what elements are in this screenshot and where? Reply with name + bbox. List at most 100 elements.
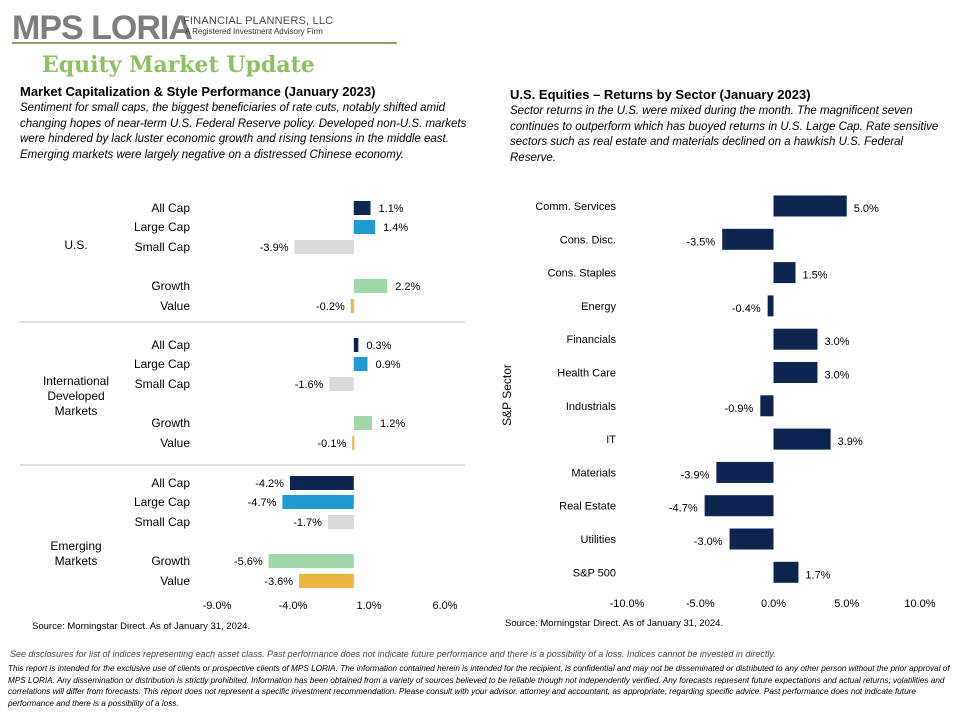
category-label: Cons. Disc. bbox=[560, 234, 616, 246]
category-label: Health Care bbox=[557, 368, 616, 380]
bar bbox=[299, 574, 354, 588]
data-label: 1.1% bbox=[379, 203, 404, 215]
logo-tagline: FINANCIAL PLANNERS, LLC bbox=[183, 15, 334, 27]
category-label: Financials bbox=[566, 334, 616, 346]
group-label: Markets bbox=[55, 404, 98, 418]
bar bbox=[327, 515, 354, 529]
bar bbox=[329, 377, 354, 391]
data-label: 5.0% bbox=[854, 203, 879, 215]
bar bbox=[722, 228, 774, 250]
data-label: 3.0% bbox=[824, 336, 849, 348]
data-label: 0.9% bbox=[375, 359, 400, 371]
x-tick-label: -4.0% bbox=[279, 600, 308, 612]
data-label: -4.7% bbox=[669, 503, 698, 515]
bar bbox=[353, 338, 359, 352]
data-label: -3.9% bbox=[681, 469, 710, 481]
category-label: Small Cap bbox=[135, 240, 191, 254]
group-label: Developed bbox=[47, 389, 104, 403]
data-label: -0.1% bbox=[318, 438, 347, 450]
left-chart-source: Source: Morningstar Direct. As of Januar… bbox=[32, 621, 251, 632]
category-label: S&P 500 bbox=[573, 567, 616, 579]
bar bbox=[729, 528, 774, 550]
group-label: Emerging bbox=[50, 539, 101, 553]
category-label: Comm. Services bbox=[535, 201, 616, 213]
y-axis-title: S&P Sector bbox=[500, 364, 514, 426]
category-label: Cons. Staples bbox=[548, 268, 617, 280]
data-label: 3.9% bbox=[838, 436, 863, 448]
bar bbox=[716, 461, 774, 483]
bar bbox=[282, 495, 354, 509]
right-chart-description: Sector returns in the U.S. were mixed du… bbox=[510, 105, 939, 164]
bar bbox=[773, 328, 818, 350]
category-label: Value bbox=[160, 299, 190, 313]
logo-subtagline: A Registered Investment Advisory Firm bbox=[185, 27, 323, 36]
category-label: Growth bbox=[151, 416, 190, 430]
category-label: All Cap bbox=[151, 201, 190, 215]
data-label: 1.5% bbox=[802, 270, 827, 282]
data-label: -1.6% bbox=[295, 379, 324, 391]
bar bbox=[294, 240, 354, 254]
data-label: -4.7% bbox=[248, 497, 277, 509]
disclosure-note: See disclosures for list of indices repr… bbox=[10, 649, 776, 659]
bar bbox=[352, 436, 355, 450]
bar bbox=[353, 220, 376, 234]
data-label: -4.2% bbox=[255, 478, 284, 490]
bar bbox=[289, 476, 354, 490]
left-chart-title: Market Capitalization & Style Performanc… bbox=[20, 84, 376, 99]
x-tick-label: 10.0% bbox=[904, 598, 935, 610]
left-chart-description: Sentiment for small caps, the biggest be… bbox=[20, 102, 467, 161]
bar bbox=[353, 416, 373, 430]
data-label: 0.3% bbox=[366, 340, 391, 352]
legal-disclaimer: This report is intended for the exclusiv… bbox=[8, 664, 950, 708]
sector-returns-chart: S&P Sector Comm. Services 5.0% Cons. Disc. -… bbox=[500, 195, 936, 610]
group-label: U.S. bbox=[64, 238, 87, 252]
category-label: Utilities bbox=[581, 534, 617, 546]
data-label: -3.0% bbox=[694, 536, 723, 548]
data-label: 1.4% bbox=[383, 222, 408, 234]
group-label: International bbox=[43, 374, 109, 388]
group-label: Markets bbox=[55, 554, 98, 568]
data-label: -0.4% bbox=[732, 303, 761, 315]
category-label: Large Cap bbox=[134, 220, 190, 234]
data-label: -3.6% bbox=[264, 576, 293, 588]
x-tick-label: 6.0% bbox=[432, 600, 457, 612]
bar bbox=[773, 561, 799, 583]
category-label: Value bbox=[160, 574, 190, 588]
bar bbox=[767, 295, 774, 317]
right-chart-title: U.S. Equities – Returns by Sector (Janua… bbox=[510, 87, 811, 102]
x-tick-label: -10.0% bbox=[610, 598, 645, 610]
x-tick-label: -5.0% bbox=[686, 598, 715, 610]
category-label: Small Cap bbox=[135, 377, 191, 391]
data-label: 3.0% bbox=[824, 370, 849, 382]
bar bbox=[353, 279, 388, 293]
category-label: Value bbox=[160, 436, 190, 450]
category-label: Large Cap bbox=[134, 357, 190, 371]
x-tick-label: -9.0% bbox=[203, 600, 232, 612]
category-label: Large Cap bbox=[134, 495, 190, 509]
category-label: Materials bbox=[571, 467, 616, 479]
data-label: -3.9% bbox=[260, 242, 289, 254]
data-label: 1.2% bbox=[380, 418, 405, 430]
data-label: 1.7% bbox=[805, 569, 830, 581]
category-label: Energy bbox=[581, 301, 616, 313]
market-cap-style-chart: U.S. All Cap 1.1% Large Cap 1.4% Small Cap -3.… bbox=[20, 201, 465, 612]
bar bbox=[268, 554, 354, 568]
category-label: Real Estate bbox=[559, 501, 616, 513]
bar bbox=[353, 201, 371, 215]
data-label: -1.7% bbox=[293, 517, 322, 529]
x-tick-label: 1.0% bbox=[356, 600, 381, 612]
bar bbox=[773, 428, 831, 450]
bar bbox=[350, 299, 354, 313]
category-label: Growth bbox=[151, 554, 190, 568]
data-label: 2.2% bbox=[395, 281, 420, 293]
right-chart-source: Source: Morningstar Direct. As of Januar… bbox=[505, 618, 724, 629]
header-rule bbox=[12, 42, 397, 44]
data-label: -5.6% bbox=[234, 556, 263, 568]
bar bbox=[773, 195, 847, 217]
category-label: IT bbox=[606, 434, 616, 446]
category-label: All Cap bbox=[151, 476, 190, 490]
bar bbox=[773, 362, 818, 383]
bar bbox=[773, 262, 796, 284]
bar bbox=[704, 495, 774, 517]
category-label: All Cap bbox=[151, 338, 190, 352]
